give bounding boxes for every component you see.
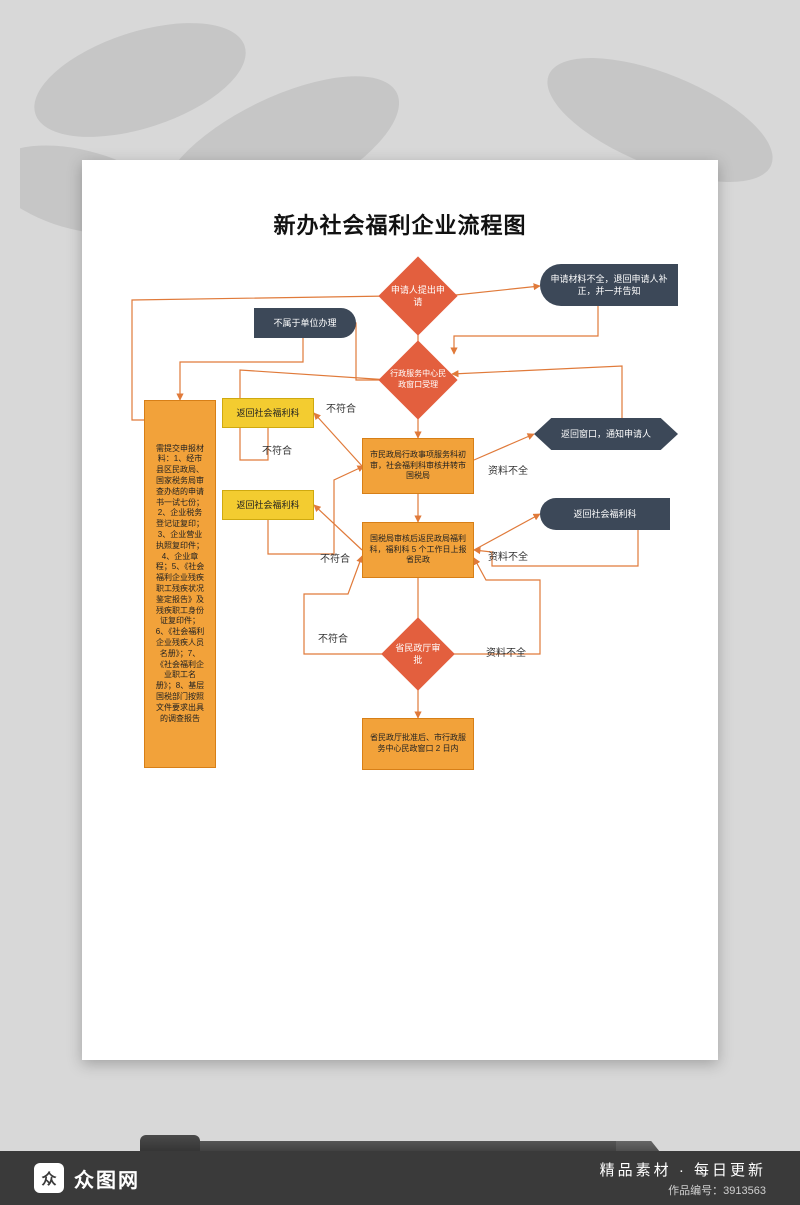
node-city-review: 市民政局行政事项服务科初审，社会福利科审核并转市国税局 <box>362 438 474 494</box>
edge-label: 不符合 <box>326 400 356 415</box>
node-return-welfare-1: 返回社会福利科 <box>222 398 314 428</box>
document-page: 新办社会福利企业流程图 申请人提出申请 申请材料不全，退回申请人补正，并一并告知… <box>82 160 718 1060</box>
footer: 众 众图网 精品素材 · 每日更新 作品编号：3913563 <box>0 1083 800 1205</box>
page-title: 新办社会福利企业流程图 <box>82 208 718 240</box>
node-final: 省民政厅批准后、市行政服务中心民政窗口 2 日内 <box>362 718 474 770</box>
node-not-unit: 不属于单位办理 <box>254 308 356 338</box>
edge-label: 不符合 <box>262 442 292 457</box>
node-window-accept: 行政服务中心民政窗口受理 <box>378 340 457 419</box>
node-return-welfare-3: 返回社会福利科 <box>540 498 670 530</box>
node-province-approve: 省民政厅审批 <box>381 617 455 691</box>
edge-label: 资料不全 <box>488 462 528 477</box>
node-materials-list: 需提交申报材料：1、经市县区民政局、国家税务局审查办结的申请书一试七份；2、企业… <box>144 400 216 768</box>
brand-logo: 众 <box>34 1163 64 1193</box>
edge-label: 不符合 <box>320 550 350 565</box>
edge-label: 资料不全 <box>486 644 526 659</box>
brand: 众 众图网 <box>34 1163 140 1193</box>
node-notify-window: 返回窗口，通知申请人 <box>534 418 678 450</box>
edge-label: 资料不全 <box>488 548 528 563</box>
node-apply: 申请人提出申请 <box>378 256 457 335</box>
node-return-applicant: 申请材料不全，退回申请人补正，并一并告知 <box>540 264 678 306</box>
node-tax-review: 国税局审核后返民政局福利科，福利科 5 个工作日上报省民政 <box>362 522 474 578</box>
tagline: 精品素材 · 每日更新 作品编号：3913563 <box>600 1159 766 1198</box>
node-return-welfare-2: 返回社会福利科 <box>222 490 314 520</box>
brand-name: 众图网 <box>74 1164 140 1193</box>
edge-label: 不符合 <box>318 630 348 645</box>
